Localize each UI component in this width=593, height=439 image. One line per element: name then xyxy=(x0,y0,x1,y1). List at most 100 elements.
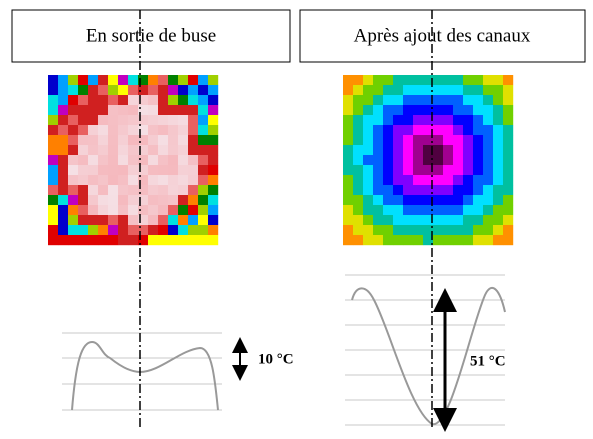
heat-cell xyxy=(148,215,158,225)
heat-cell xyxy=(158,85,168,95)
heat-cell xyxy=(483,195,493,205)
heat-cell xyxy=(128,135,138,145)
heat-cell xyxy=(503,205,513,215)
heat-cell xyxy=(413,185,423,195)
delta-label: 10 °C xyxy=(258,351,294,367)
heat-cell xyxy=(403,105,413,115)
heat-cell xyxy=(343,95,353,105)
heat-cell xyxy=(98,125,108,135)
heat-cell xyxy=(58,215,68,225)
heat-cell xyxy=(188,85,198,95)
heat-cell xyxy=(108,125,118,135)
heat-cell xyxy=(343,115,353,125)
heat-cell xyxy=(48,235,58,245)
heat-cell xyxy=(373,175,383,185)
heat-cell xyxy=(58,165,68,175)
heat-cell xyxy=(168,75,178,85)
heat-cell xyxy=(353,205,363,215)
heat-cell xyxy=(48,85,58,95)
heat-cell xyxy=(168,145,178,155)
heat-cell xyxy=(403,75,413,85)
heat-cell xyxy=(343,105,353,115)
heat-cell xyxy=(463,105,473,115)
heat-cell xyxy=(88,205,98,215)
heat-cell xyxy=(443,75,453,85)
heat-cell xyxy=(373,115,383,125)
heat-cell xyxy=(483,85,493,95)
heat-cell xyxy=(118,225,128,235)
heat-cell xyxy=(383,175,393,185)
heat-cell xyxy=(413,95,423,105)
heat-cell xyxy=(393,105,403,115)
heat-cell xyxy=(503,115,513,125)
heat-cell xyxy=(393,225,403,235)
heat-cell xyxy=(473,165,483,175)
heatmap xyxy=(343,75,513,245)
heat-cell xyxy=(158,175,168,185)
heat-cell xyxy=(353,215,363,225)
heat-cell xyxy=(168,95,178,105)
heat-cell xyxy=(68,75,78,85)
heat-cell xyxy=(148,125,158,135)
heat-cell xyxy=(453,125,463,135)
heat-cell xyxy=(413,145,423,155)
heat-cell xyxy=(453,165,463,175)
heat-cell xyxy=(58,185,68,195)
heat-cell xyxy=(473,135,483,145)
heat-cell xyxy=(48,165,58,175)
heat-cell xyxy=(208,235,218,245)
heat-cell xyxy=(158,235,168,245)
heat-cell xyxy=(343,165,353,175)
heat-cell xyxy=(353,185,363,195)
heat-cell xyxy=(48,95,58,105)
heat-cell xyxy=(443,185,453,195)
heat-cell xyxy=(443,165,453,175)
heat-cell xyxy=(473,235,483,245)
heat-cell xyxy=(383,155,393,165)
heat-cell xyxy=(433,75,443,85)
heat-cell xyxy=(58,75,68,85)
heat-cell xyxy=(443,155,453,165)
heat-cell xyxy=(118,215,128,225)
heat-cell xyxy=(433,145,443,155)
heat-cell xyxy=(88,225,98,235)
heat-cell xyxy=(108,225,118,235)
heat-cell xyxy=(453,175,463,185)
heat-cell xyxy=(413,115,423,125)
heat-cell xyxy=(493,165,503,175)
heat-cell xyxy=(198,145,208,155)
heat-cell xyxy=(343,225,353,235)
heat-cell xyxy=(353,175,363,185)
profile-grid xyxy=(345,275,505,425)
heat-cell xyxy=(58,135,68,145)
heat-cell xyxy=(343,125,353,135)
heat-cell xyxy=(473,125,483,135)
heat-cell xyxy=(483,185,493,195)
heat-cell xyxy=(208,135,218,145)
heat-cell xyxy=(373,235,383,245)
heat-cell xyxy=(473,85,483,95)
figure: En sortie de buse Après ajout des canaux… xyxy=(0,0,593,439)
heat-cell xyxy=(158,225,168,235)
heat-cell xyxy=(493,95,503,105)
heat-cell xyxy=(188,95,198,105)
heat-cell xyxy=(78,75,88,85)
heat-cell xyxy=(78,125,88,135)
heat-cell xyxy=(413,235,423,245)
heat-cell xyxy=(363,235,373,245)
heat-cell xyxy=(128,75,138,85)
heat-cell xyxy=(118,115,128,125)
heat-cell xyxy=(68,205,78,215)
heat-cell xyxy=(148,75,158,85)
heat-cell xyxy=(453,215,463,225)
heat-cell xyxy=(178,145,188,155)
heat-cell xyxy=(48,75,58,85)
heat-cell xyxy=(158,205,168,215)
heat-cell xyxy=(363,145,373,155)
heat-cell xyxy=(88,115,98,125)
heat-cell xyxy=(403,125,413,135)
heat-cell xyxy=(383,135,393,145)
heat-cell xyxy=(208,185,218,195)
heat-cell xyxy=(473,195,483,205)
heat-cell xyxy=(188,105,198,115)
